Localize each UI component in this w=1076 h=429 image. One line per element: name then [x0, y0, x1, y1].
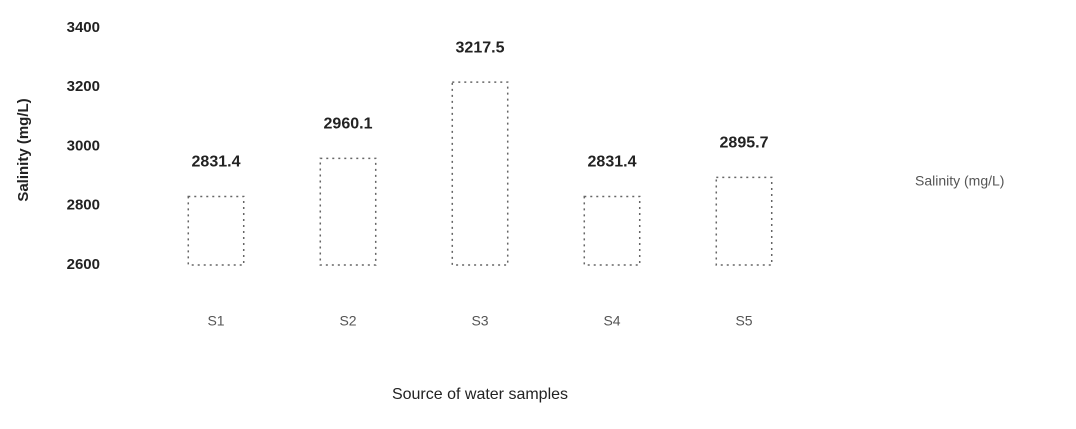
value-label: 3217.5 [456, 39, 505, 56]
x-axis-title: Source of water samples [392, 386, 568, 403]
bar [715, 176, 773, 266]
x-tick-label: S1 [207, 313, 224, 329]
y-tick-label: 3200 [67, 78, 100, 95]
value-label: 2960.1 [324, 116, 373, 133]
x-tick-label: S2 [339, 313, 356, 329]
y-axis-title: Salinity (mg/L) [15, 98, 32, 201]
y-tick-label: 2600 [67, 256, 100, 273]
bar [187, 195, 245, 266]
value-label: 2895.7 [720, 135, 769, 152]
bar [319, 157, 377, 266]
x-tick-label: S4 [603, 313, 620, 329]
x-tick-label: S5 [735, 313, 752, 329]
y-tick-label: 2800 [67, 197, 100, 214]
value-label: 2831.4 [588, 154, 637, 171]
x-tick-label: S3 [471, 313, 488, 329]
y-tick-label: 3400 [67, 19, 100, 36]
y-tick-label: 3000 [67, 137, 100, 154]
legend-label: Salinity (mg/L) [915, 173, 1004, 189]
bar [583, 195, 641, 266]
value-label: 2831.4 [192, 154, 241, 171]
bar [451, 81, 509, 266]
